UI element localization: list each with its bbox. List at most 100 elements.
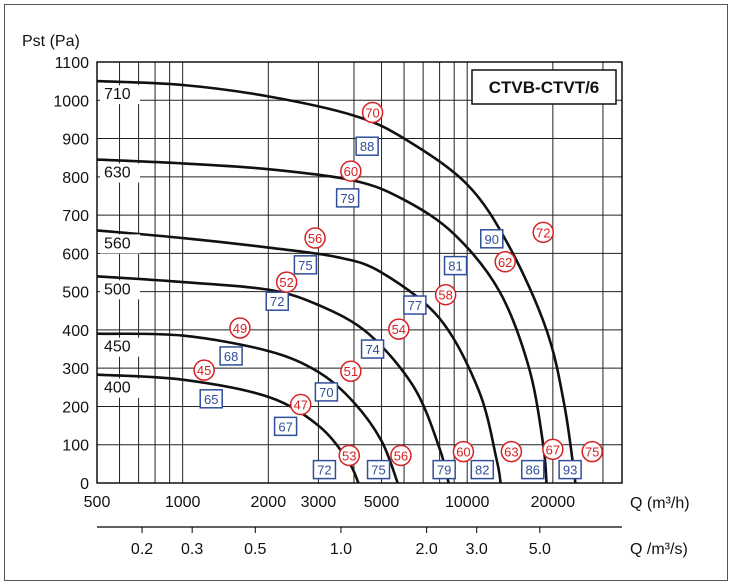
noise-marker-label: 47: [293, 398, 307, 413]
noise-marker-label: 52: [279, 275, 293, 290]
x-tick-label: 10000: [445, 494, 490, 511]
power-marker-label: 90: [485, 232, 499, 247]
noise-marker-label: 45: [197, 363, 211, 378]
power-marker: [360, 339, 385, 359]
x2-tick-label: 2.0: [415, 541, 437, 558]
y-tick-label: 800: [62, 170, 89, 187]
noise-marker: [275, 271, 298, 293]
power-marker-label: 75: [371, 463, 385, 478]
noise-marker-label: 49: [233, 321, 247, 336]
x2-tick-label: 0.2: [131, 541, 153, 558]
noise-marker: [193, 359, 215, 381]
y-tick-label: 700: [62, 208, 89, 225]
x-tick-label: 1000: [165, 494, 201, 511]
power-marker-label: 67: [278, 419, 292, 434]
power-marker: [432, 459, 456, 480]
power-marker-label: 70: [319, 385, 333, 400]
curve-label-400: 400: [104, 380, 131, 397]
noise-marker-label: 56: [308, 231, 322, 246]
curve-label-450: 450: [104, 339, 131, 356]
plot-border: [96, 61, 623, 484]
power-marker: [521, 459, 545, 480]
power-marker: [403, 295, 427, 315]
power-marker: [293, 255, 318, 275]
y-tick-label: 200: [62, 399, 89, 416]
curve-630: [96, 158, 548, 484]
noise-marker: [532, 221, 554, 244]
y-tick-label: 1000: [53, 93, 89, 110]
noise-marker: [390, 444, 412, 467]
power-marker-label: 75: [298, 258, 312, 273]
x2-tick-label: 1.0: [330, 541, 352, 558]
curve-label-bg: [100, 337, 140, 357]
noise-marker: [338, 444, 360, 467]
y-tick-label: 900: [62, 132, 89, 149]
power-marker: [366, 459, 391, 480]
noise-marker-label: 70: [365, 106, 379, 121]
power-marker: [314, 382, 339, 402]
noise-marker: [434, 283, 457, 306]
curve-label-500: 500: [104, 281, 131, 298]
noise-marker: [289, 393, 312, 416]
y-tick-label: 0: [80, 476, 89, 493]
noise-marker-label: 75: [585, 445, 599, 460]
y-axis-label: Pst (Pa): [22, 33, 80, 50]
noise-marker: [542, 438, 564, 461]
power-marker: [199, 389, 223, 409]
noise-marker: [340, 360, 362, 382]
power-marker-label: 65: [204, 392, 218, 407]
y-tick-label: 300: [62, 361, 89, 378]
power-marker-label: 82: [475, 463, 489, 478]
x2-tick-label: 0.5: [244, 541, 266, 558]
noise-marker: [581, 440, 603, 463]
curve-label-bg: [100, 280, 140, 300]
power-marker-label: 79: [437, 463, 451, 478]
power-marker-label: 72: [270, 294, 284, 309]
noise-marker: [500, 440, 523, 463]
noise-marker: [388, 318, 410, 340]
curve-500: [96, 275, 450, 484]
curve-label-bg: [100, 163, 140, 183]
x-tick-label: 500: [84, 494, 111, 511]
power-marker: [470, 459, 495, 480]
x2-tick-label: 3.0: [466, 541, 488, 558]
noise-marker-label: 60: [344, 164, 358, 179]
x2-tick-label: 0.3: [181, 541, 203, 558]
power-marker-label: 72: [317, 463, 331, 478]
y-tick-label: 600: [62, 246, 89, 263]
power-marker: [273, 416, 298, 437]
x-axis-label: Q (m³/h): [630, 495, 690, 512]
power-marker: [558, 459, 582, 480]
power-marker-label: 74: [365, 342, 379, 357]
curve-710: [96, 79, 577, 484]
noise-marker-label: 53: [342, 448, 356, 463]
x-tick-label: 20000: [531, 494, 576, 511]
power-marker: [355, 136, 379, 156]
noise-marker-label: 54: [392, 322, 406, 337]
x-tick-label: 2000: [251, 494, 287, 511]
curve-label-710: 710: [104, 86, 131, 103]
power-marker-label: 93: [563, 463, 577, 478]
x-tick-label: 3000: [301, 494, 337, 511]
power-marker-label: 81: [448, 259, 462, 274]
y-tick-label: 100: [62, 438, 89, 455]
power-marker: [335, 188, 360, 208]
noise-marker: [452, 440, 475, 463]
power-marker-label: 68: [224, 349, 238, 364]
noise-marker: [229, 317, 251, 339]
power-marker-label: 88: [360, 139, 374, 154]
noise-marker-label: 56: [394, 448, 408, 463]
power-marker: [312, 459, 337, 480]
curve-label-630: 630: [104, 165, 131, 182]
noise-marker: [304, 227, 326, 249]
y-tick-label: 400: [62, 323, 89, 340]
noise-marker-label: 58: [438, 288, 452, 303]
noise-marker-label: 51: [344, 364, 358, 379]
curve-560: [96, 229, 502, 484]
power-marker-label: 77: [408, 298, 422, 313]
noise-marker-label: 60: [456, 445, 470, 460]
y-tick-label: 1100: [55, 55, 90, 72]
x2-tick-label: 5.0: [529, 541, 551, 558]
power-marker: [480, 229, 504, 249]
